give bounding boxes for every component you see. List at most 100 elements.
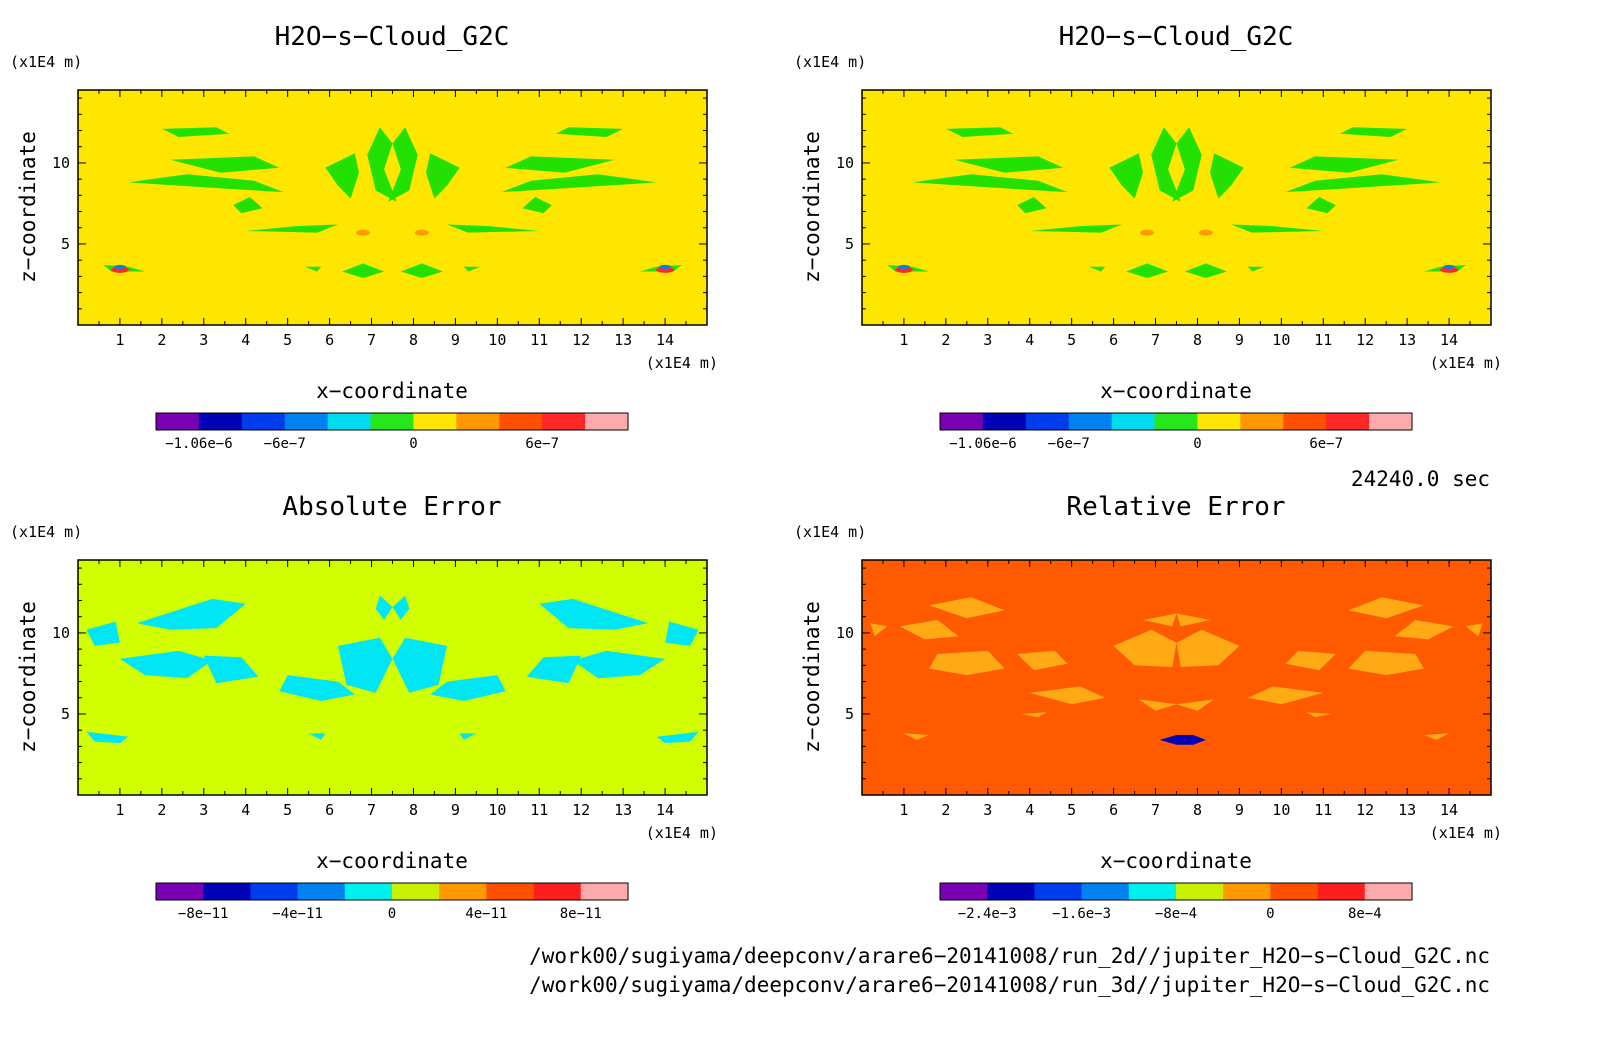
colorbar-swatch (940, 883, 988, 900)
x-tick-label: 9 (1235, 331, 1244, 349)
x-unit-label: (x1E4 m) (646, 824, 718, 842)
contour-region (388, 127, 418, 202)
colorbar-swatch (392, 883, 440, 900)
y-tick-label: 10 (836, 624, 854, 642)
contour-region (1184, 263, 1227, 278)
colorbar-swatch (580, 883, 629, 900)
x-tick-label: 3 (983, 331, 992, 349)
y-axis-label: z−coordinate (800, 601, 824, 753)
contour-region (1172, 127, 1202, 202)
plot-area (862, 560, 1491, 795)
x-tick-label: 12 (572, 331, 590, 349)
colorbar-swatch (1240, 413, 1284, 430)
contour-region (929, 650, 1005, 676)
contour-region (1151, 127, 1181, 202)
contour-region (1285, 650, 1336, 671)
colorbar-swatch (940, 413, 984, 430)
colorbar-swatch (1197, 413, 1241, 430)
x-tick-label: 12 (572, 801, 590, 819)
contour-spot (356, 229, 371, 236)
x-axis-label: x−coordinate (316, 379, 468, 403)
contour-region (392, 637, 447, 693)
x-tick-label: 1 (899, 331, 908, 349)
colorbar-label: 4e−11 (465, 906, 507, 922)
x-tick-label: 12 (1356, 331, 1374, 349)
colorbar-swatch (1270, 883, 1319, 900)
contour-region (1143, 613, 1177, 627)
x-tick-label: 4 (241, 331, 250, 349)
contour-region (1394, 620, 1454, 640)
contour-region (233, 197, 263, 214)
colorbar-swatch (370, 413, 414, 430)
file-path-2d: /work00/sugiyama/deepconv/arare6−2014100… (529, 944, 1490, 968)
x-tick-label: 13 (614, 331, 632, 349)
x-axis-label: x−coordinate (316, 849, 468, 873)
contour-spot (897, 264, 910, 269)
colorbar-label: 8e−11 (560, 906, 602, 922)
contour-region (279, 675, 355, 701)
contour-region (1021, 712, 1047, 718)
colorbar-swatch (241, 413, 286, 430)
colorbar-swatch (439, 883, 487, 900)
colorbar-label: −8e−11 (178, 906, 229, 922)
plot-area (78, 90, 707, 325)
x-tick-label: 10 (1272, 331, 1290, 349)
y-tick-label: 5 (61, 235, 70, 253)
contour-region (170, 156, 280, 173)
x-tick-label: 10 (1272, 801, 1290, 819)
panel-2 (861, 89, 1492, 431)
colorbar-label: −1.06e−6 (949, 436, 1016, 452)
colorbar-label: 6e−7 (1309, 436, 1343, 452)
contour-region (870, 623, 888, 637)
x-tick-label: 3 (199, 801, 208, 819)
contour-region (426, 153, 460, 199)
contour-region (501, 174, 657, 193)
x-tick-label: 6 (325, 801, 334, 819)
x-tick-label: 6 (325, 331, 334, 349)
contour-region (1465, 623, 1483, 637)
colorbar-swatch (250, 883, 299, 900)
contour-region (400, 263, 443, 278)
contour-region (338, 637, 393, 693)
colorbar-swatch (585, 413, 629, 430)
panel-title: H2O−s−Cloud_G2C (275, 22, 510, 52)
x-tick-label: 8 (1193, 801, 1202, 819)
x-tick-label: 14 (1440, 331, 1458, 349)
contour-region (945, 127, 1013, 137)
colorbar-swatch (156, 883, 204, 900)
x-tick-label: 7 (1151, 331, 1160, 349)
x-tick-label: 7 (1151, 801, 1160, 819)
contour-region (912, 174, 1068, 193)
colorbar-swatch (982, 413, 1027, 430)
contour-region (505, 156, 615, 173)
contour-region (1231, 224, 1324, 233)
x-tick-label: 1 (115, 331, 124, 349)
colorbar-swatch (203, 883, 251, 900)
colorbar-swatch (1111, 413, 1156, 430)
contour-region (1348, 597, 1424, 619)
x-tick-label: 10 (488, 801, 506, 819)
colorbar-swatch (297, 883, 346, 900)
colorbar-label: −1.6e−3 (1052, 906, 1111, 922)
y-unit-label: (x1E4 m) (794, 53, 866, 71)
y-tick-label: 10 (52, 154, 70, 172)
y-tick-label: 10 (836, 154, 854, 172)
contour-region (1113, 629, 1177, 667)
colorbar-swatch (284, 413, 329, 430)
contour-region (447, 224, 540, 233)
x-tick-label: 7 (367, 801, 376, 819)
contour-region (463, 266, 481, 272)
panel-3 (77, 559, 708, 901)
contour-region (136, 598, 246, 630)
x-tick-label: 13 (614, 801, 632, 819)
contour-spot (1198, 229, 1213, 236)
contour-region (1029, 224, 1122, 233)
x-tick-label: 2 (941, 331, 950, 349)
panel-4 (861, 559, 1492, 901)
x-tick-label: 13 (1398, 801, 1416, 819)
contour-region (1029, 686, 1106, 705)
x-tick-label: 9 (451, 331, 460, 349)
y-unit-label: (x1E4 m) (794, 523, 866, 541)
contour-region (1340, 127, 1408, 137)
x-tick-label: 6 (1109, 331, 1118, 349)
